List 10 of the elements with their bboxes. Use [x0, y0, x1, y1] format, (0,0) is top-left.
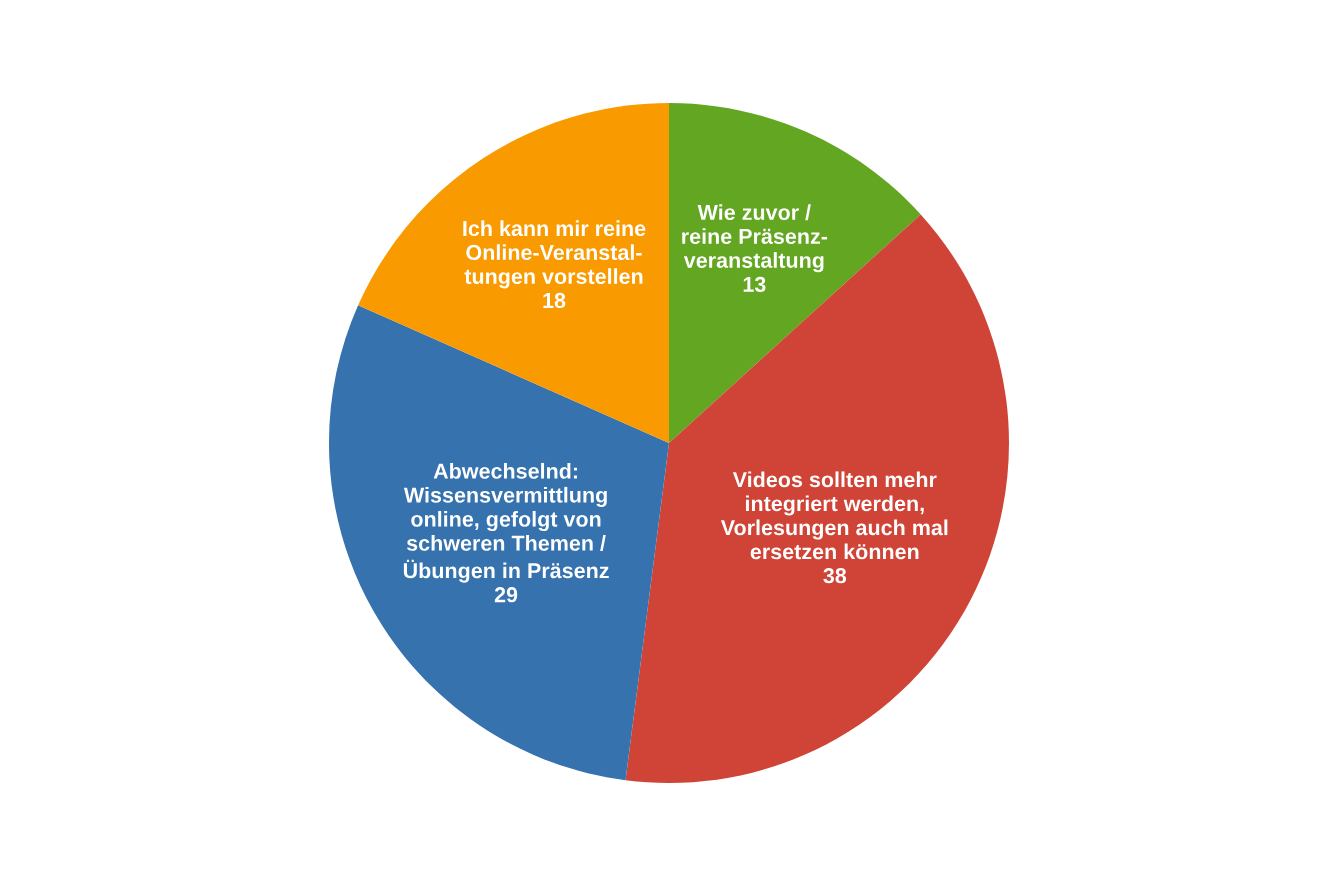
slice-label: Abwechselnd: Wissensvermittlung online, gefolgt von schweren Themen / Übungen in Präsenz: [403, 462, 609, 583]
data-label: 13: [743, 276, 766, 293]
slice-label: Videos sollten mehr integriert werden, Vorlesungen auch mal ersetzen können: [720, 471, 948, 560]
slice-label: Wie zuvor / reine Präsenz- veranstaltung: [682, 204, 828, 273]
slice-label: Ich kann mir reine Online-Veranstal- tungen vorstellen: [463, 220, 646, 289]
data-label: 18: [543, 292, 566, 309]
pie-slice: [358, 103, 669, 443]
data-label: 29: [494, 587, 518, 603]
pie-slice: [669, 103, 921, 443]
data-label: 38: [823, 568, 847, 584]
